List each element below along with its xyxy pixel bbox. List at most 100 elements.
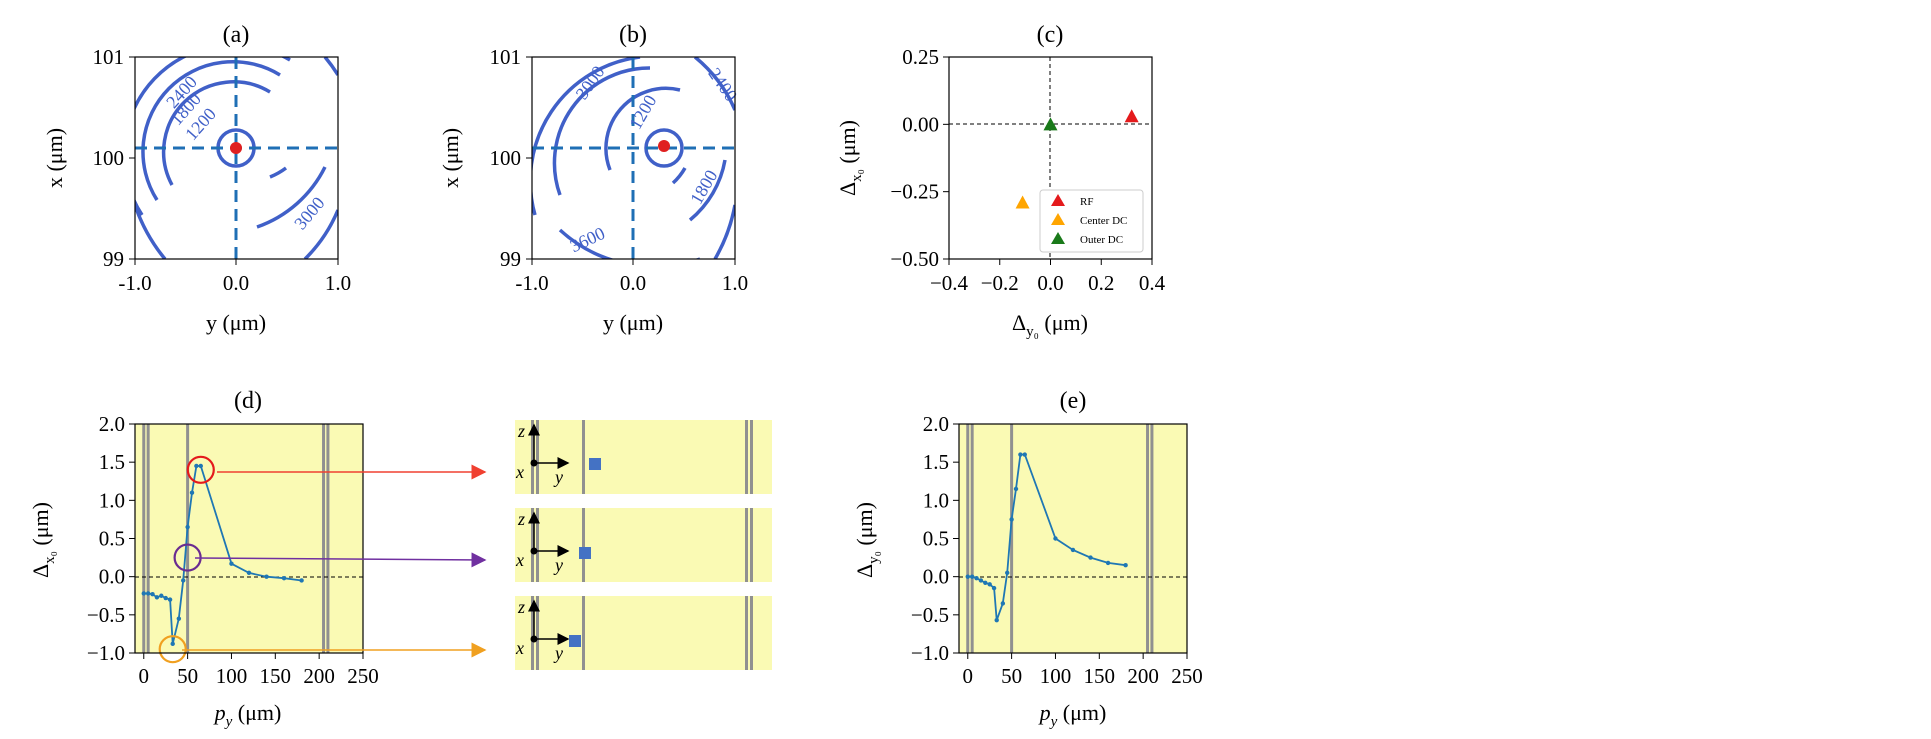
y-tick-label: 101 [490,45,522,69]
y-tick-label: 0.25 [902,45,939,69]
x-ticks: -1.0 0.0 1.0 [118,259,351,295]
electrode-line [1146,424,1150,653]
y-axis-label: x (μm) [438,128,463,188]
series-point [1088,555,1093,560]
y-tick-label: −0.50 [890,247,939,271]
x-tick-label: 200 [1127,664,1159,688]
electrode-line [531,508,534,582]
scatter-point [1043,117,1058,131]
d-highlight-circles [158,455,215,664]
y-tick-label: −0.25 [890,180,939,204]
axis-label-z: z [517,509,525,529]
inset-2: z x y [515,508,772,582]
scatter-point [1124,109,1139,123]
series-point [264,574,269,579]
y-tick-label: 0.0 [99,565,125,589]
axis-label-z: z [517,597,525,617]
panel-e-title: (e) [1060,388,1087,414]
x-tick-label: 150 [1084,664,1116,688]
e-series [965,452,1128,623]
d-ticks: 0 50 100 150 200 250 −1.0 −0.5 0.0 0.5 1.0 1.5 2.0 [87,412,379,688]
series-point [1070,547,1076,553]
y-tick-label: −0.5 [911,603,949,627]
scatter-point [1015,195,1030,209]
inset-background [515,420,772,494]
electrode-line [582,420,585,494]
d-electrodes [142,424,330,653]
electrode-line [146,424,150,653]
axis-label-y: y [553,555,563,575]
series-point [281,575,287,581]
series-point [974,575,979,581]
y-tick-label: 0.00 [902,112,939,136]
electrode-line [531,596,534,670]
y-tick-label: −1.0 [911,641,949,665]
electrode-line [970,424,974,653]
contour-line-outer-right [713,204,735,259]
series-point [194,463,199,469]
legend-marker-center-dc [1051,213,1065,225]
y-tick-label: 2.0 [99,412,125,436]
x-axis-label: y (μm) [206,310,266,335]
panel-c: (c) −0.4 −0.2 0.0 0.2 0.4−0.50−0.250.000.25 … [835,22,1166,340]
y-axis-label: Δx₀ (μm) [28,502,58,578]
y-tick-label: 101 [93,45,125,69]
series-point [983,580,988,585]
contour-line-3600 [558,228,700,259]
d-series [141,463,304,647]
axis-label-x: x [515,638,524,658]
series-point [163,595,168,601]
y-tick-label: 0.0 [923,565,949,589]
panel-e: (e) 0 50 100 150 200 250 −1.0 −0.5 0.0 0.5 1.0 1.5 2… [852,388,1203,730]
electrode-line [750,508,753,582]
x-tick-label: 250 [347,664,379,688]
y-tick-label: 0.5 [923,527,949,551]
contour-line-1200 [604,86,681,171]
series-point [1005,570,1010,576]
panel-c-title: (c) [1037,22,1064,48]
legend-marker-outer-dc [1051,232,1065,244]
series-point [181,578,186,583]
inset-background [515,508,772,582]
axis-label-z: z [517,421,525,441]
legend-label-rf: RF [1080,196,1093,208]
contour-line-inner-bottom [269,166,288,179]
contour-label: 1200 [625,91,660,132]
series-point [987,582,992,587]
panel-a: (a) 2400 1800 1200 3000 -1.0 0.0 1.0 [42,22,351,335]
panel-b-contours [532,57,735,259]
x-tick-label: 200 [303,664,335,688]
y-axis-label: Δy₀ (μm) [852,502,882,578]
minimum-marker [230,142,242,154]
axis-label-y: y [553,643,563,663]
electrode-line [322,424,326,653]
inset-background [515,596,772,670]
electrode-line [1010,424,1014,653]
contour-label: 3000 [290,193,328,233]
origin-dot [530,635,538,643]
inset-3: z x y [515,596,772,670]
series-point [1000,601,1006,606]
c-ticks: −0.4 −0.2 0.0 0.2 0.4 −0.50 −0.25 0.00 0.25 [890,45,1165,295]
series-point [299,578,304,583]
x-tick-label: 50 [177,664,198,688]
contour-line-outer-top [323,57,338,76]
series-point [1123,563,1128,568]
x-tick-label: 0.2 [1088,271,1114,295]
contour-line-3000-a [256,166,327,229]
x-axis-label: py (μm) [1038,700,1107,730]
series-point [246,570,252,576]
series-point [229,561,234,566]
ion-position-marker [569,635,581,647]
series-point [198,463,203,469]
y-ticks: 99 100 101 [93,45,135,271]
panel-a-contours [135,57,338,259]
series-point [176,616,182,621]
y-tick-label: −1.0 [87,641,125,665]
legend-label-outer-dc: Outer DC [1080,234,1123,246]
inset-1: z x y [515,420,772,494]
series-point [141,591,146,596]
electrode-line [750,420,753,494]
y-ticks: 99 100 101 [490,45,532,271]
